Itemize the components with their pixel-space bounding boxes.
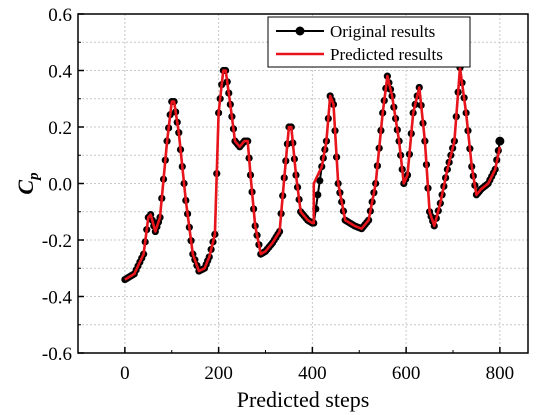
y-tick-label: -0.4: [42, 288, 73, 309]
y-axis-title: Cp: [13, 172, 42, 195]
data-point-original: [316, 177, 324, 185]
axis-ticks: 0 200 400 600 800 -0.6 -0.4 -0.2 0.0 0.2 0.4 0.6: [42, 5, 514, 384]
x-tick-label: 600: [392, 363, 421, 384]
series-group: [121, 64, 505, 284]
y-tick-label: -0.6: [42, 344, 72, 365]
series-line-predicted: [124, 66, 502, 281]
legend-label-predicted: Predicted results: [330, 45, 443, 64]
y-axis-title-main: C: [13, 180, 38, 195]
x-tick-label: 400: [298, 363, 327, 384]
data-point-original: [495, 136, 505, 146]
x-tick-label: 200: [204, 363, 233, 384]
y-tick-label: 0.6: [48, 5, 72, 26]
data-point-original: [314, 191, 322, 199]
y-axis-title-subscript: p: [26, 172, 42, 182]
legend: Original results Predicted results: [267, 16, 471, 68]
y-tick-label: -0.2: [42, 231, 72, 252]
legend-box: [267, 16, 471, 68]
y-tick-label: 0.0: [48, 175, 72, 196]
x-tick-label: 800: [486, 363, 515, 384]
x-axis-title: Predicted steps: [237, 387, 370, 412]
legend-marker-original: [295, 26, 305, 36]
x-tick-label: 0: [120, 363, 130, 384]
y-tick-label: 0.4: [48, 62, 72, 83]
legend-label-original: Original results: [330, 22, 435, 41]
y-tick-label: 0.2: [48, 118, 72, 139]
